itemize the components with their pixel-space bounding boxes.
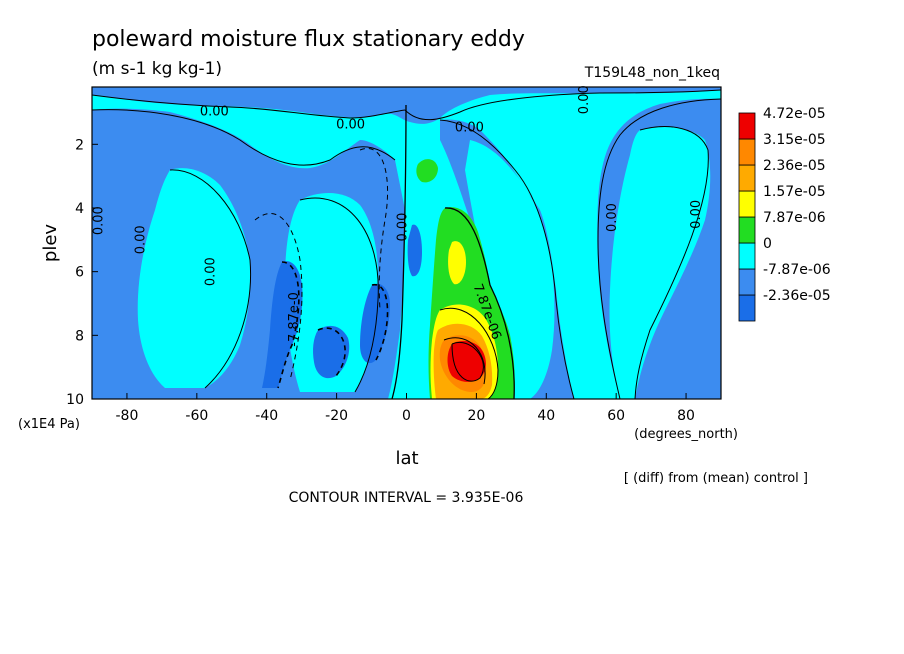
x-axis-label: lat: [395, 448, 418, 469]
chart-units: (m s-1 kg kg-1): [92, 59, 222, 79]
chart-title: poleward moisture flux stationary eddy: [92, 27, 525, 52]
contour-lines-negative: [254, 147, 389, 389]
contour-label: 0.00: [577, 85, 592, 114]
colorbar-label: -7.87e-06: [763, 262, 831, 278]
contour-label: 0.00: [200, 105, 229, 120]
x-tick-label: 60: [607, 408, 625, 424]
x-axis: -80 -60 -40 -20 0 20 40 60 80: [116, 393, 695, 424]
y-axis-units: (x1E4 Pa): [18, 417, 80, 432]
colorbar-swatch: [738, 164, 756, 192]
colorbar-label: -2.36e-05: [763, 288, 831, 304]
colorbar-swatch: [738, 216, 756, 244]
patch-cyan-north: [465, 140, 555, 399]
colorbar-swatch: [738, 242, 756, 270]
patch-cyan-sw: [137, 168, 251, 388]
colorbar-swatch: [738, 112, 756, 140]
region-pos-yellow-upper: [448, 241, 466, 285]
colorbar-label: 1.57e-05: [763, 184, 826, 200]
y-tick-label: 8: [75, 328, 84, 344]
x-axis-units: (degrees_north): [634, 427, 738, 442]
contour-label: 0.00: [91, 206, 106, 235]
region-neg-strong-2: [313, 325, 350, 379]
region-neg-strong-4: [407, 224, 422, 277]
plot-area: [91, 86, 722, 400]
x-tick-label: -80: [116, 408, 139, 424]
contour-label: 0.00: [133, 225, 148, 254]
patch-cyan-west: [183, 295, 208, 374]
contour-label: -7.87e-0: [287, 292, 302, 347]
contour-lines: [91, 89, 722, 400]
x-tick-label: -20: [325, 408, 348, 424]
region-neg-strong-1: [262, 261, 303, 388]
contour-label: 0.00: [203, 257, 218, 286]
patch-cyan-small: [646, 156, 662, 172]
contour-label: 0.00: [605, 203, 620, 232]
colorbar-label: 2.36e-05: [763, 158, 826, 174]
colorbar-label: 3.15e-05: [763, 132, 826, 148]
contour-label: 0.00: [336, 117, 365, 132]
contour-interval: CONTOUR INTERVAL = 3.935E-06: [289, 490, 524, 506]
x-tick-label: 40: [537, 408, 555, 424]
colorbar-swatch: [738, 190, 756, 218]
colorbar-label: 0: [763, 236, 772, 252]
patch-cyan-east: [609, 127, 711, 400]
y-axis-label: plev: [40, 224, 61, 263]
colorbar-swatch: [738, 138, 756, 166]
x-tick-label: -40: [255, 408, 278, 424]
patch-cyan-mid: [285, 193, 379, 392]
diff-note: [ (diff) from (mean) control ]: [624, 471, 808, 486]
y-tick-label: 4: [75, 201, 84, 217]
y-tick-label: 6: [75, 265, 84, 281]
contour-label: 0.00: [396, 213, 411, 242]
x-tick-label: 0: [402, 408, 411, 424]
x-tick-label: 20: [467, 408, 485, 424]
contour-label: 0.00: [455, 121, 484, 136]
run-id: T159L48_non_1keq: [584, 65, 720, 81]
y-tick-label: 10: [66, 392, 84, 408]
colorbar: 4.72e-05 3.15e-05 2.36e-05 1.57e-05 7.87e-06…: [738, 106, 831, 322]
y-axis: 2 4 6 8 10: [66, 137, 98, 408]
colorbar-label: 4.72e-05: [763, 106, 826, 122]
y-tick-label: 2: [75, 137, 84, 153]
x-tick-label: 80: [677, 408, 695, 424]
colorbar-label: 7.87e-06: [763, 210, 826, 226]
contour-label: 0.00: [689, 200, 704, 229]
colorbar-swatch: [738, 294, 756, 322]
x-tick-label: -60: [185, 408, 208, 424]
colorbar-swatch: [738, 268, 756, 296]
region-pos-small-green: [416, 159, 438, 183]
